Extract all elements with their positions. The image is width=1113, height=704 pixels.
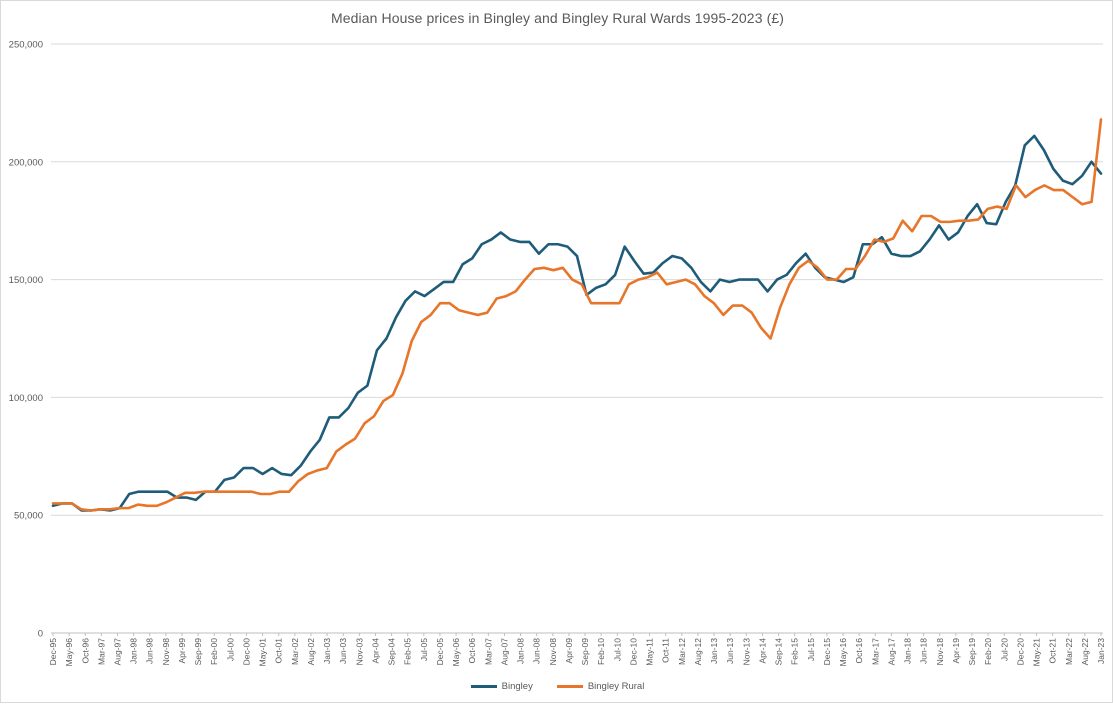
x-tick-label: Sep-09 [580,638,590,666]
legend-label: Bingley Rural [587,681,645,692]
x-tick-label: Dec-20 [1015,638,1025,666]
legend-item-bingley: Bingley [470,681,533,692]
x-tick-label: Oct-01 [274,638,284,664]
x-tick-label: Feb-10 [596,638,606,665]
legend-label: Bingley [501,681,533,692]
legend-item-bingley-rural: Bingley Rural [556,681,645,692]
x-tick-label: Oct-16 [854,638,864,664]
x-tick-label: Oct-96 [80,638,90,664]
x-tick-label: Jan-03 [322,638,332,664]
x-tick-label: Mar-12 [677,638,687,665]
x-tick-label: Apr-14 [757,638,767,664]
x-tick-label: Apr-04 [370,638,380,664]
x-tick-label: Sep-99 [193,638,203,666]
x-tick-label: Jun-98 [145,638,155,664]
x-tick-label: Jan-23 [1096,638,1106,664]
y-tick-label: 50,000 [14,511,43,522]
x-tick-label: Dec-10 [628,638,638,666]
x-tick-label: May-06 [451,638,461,667]
series-line-bingley-rural [51,118,1103,512]
x-tick-label: Feb-20 [983,638,993,665]
x-tick-label: Feb-05 [403,638,413,665]
x-tick-label: Aug-22 [1080,638,1090,666]
x-tick-label: Feb-15 [790,638,800,665]
x-tick-label: May-11 [645,638,655,666]
series-line-bingley [51,134,1103,512]
x-tick-label: Nov-98 [161,638,171,666]
x-tick-label: Mar-22 [1064,638,1074,665]
x-tick-label: Jan-13 [709,638,719,664]
x-tick-label: Nov-08 [548,638,558,666]
x-tick-label: Feb-00 [209,638,219,665]
x-tick-label: Oct-11 [661,638,671,663]
x-tick-label: Sep-04 [387,638,397,666]
x-tick-label: May-21 [1032,638,1042,667]
x-tick-label: Mar-07 [483,638,493,665]
x-tick-label: Nov-13 [741,638,751,666]
x-tick-label: Dec-05 [435,638,445,666]
legend-swatch [556,685,583,688]
x-tick-label: Oct-21 [1048,638,1058,664]
y-axis: 0 50,000 100,000 150,000 200,000 250,000 [9,40,43,640]
legend-swatch [470,685,497,688]
x-tick-label: Mar-02 [290,638,300,665]
x-tick-label: Apr-99 [177,638,187,664]
y-tick-label: 250,000 [9,40,43,51]
x-tick-label: Mar-97 [96,638,106,665]
legend: Bingley Bingley Rural [1,680,1113,692]
x-tick-label: Jan-08 [516,638,526,664]
x-tick-label: Jul-00 [225,638,235,661]
x-tick-label: Apr-19 [951,638,961,664]
x-tick-label: Mar-17 [870,638,880,665]
x-tick-label: Jun-03 [338,638,348,664]
x-tick-label: May-96 [64,638,74,667]
y-tick-label: 200,000 [9,157,43,168]
x-tick-label: Sep-19 [967,638,977,666]
x-tick-label: Aug-97 [112,638,122,666]
gridlines [51,43,1103,634]
x-tick-label: Aug-02 [306,638,316,666]
x-tick-label: Aug-07 [499,638,509,666]
series-lines [51,118,1103,512]
x-tick-label: Aug-17 [886,638,896,666]
x-tick-label: Jan-98 [129,638,139,664]
x-tick-label: Jul-20 [999,638,1009,661]
x-tick-label: Sep-14 [774,638,784,666]
x-tick-label: Jul-10 [612,638,622,661]
x-tick-label: Aug-12 [693,638,703,666]
x-tick-label: Jul-05 [419,638,429,661]
x-tick-label: Nov-18 [935,638,945,666]
x-tick-label: Dec-00 [241,638,251,666]
x-axis: Dec-95 May-96 Oct-96 Mar-97 Aug-97 Jan-98 Jun-… [48,633,1106,666]
x-tick-label: Apr-09 [564,638,574,664]
y-tick-label: 100,000 [9,393,43,404]
y-tick-label: 0 [38,629,43,640]
x-tick-label: Dec-95 [48,638,58,666]
x-tick-label: Jun-08 [532,638,542,664]
x-tick-label: Jun-18 [919,638,929,664]
y-tick-label: 150,000 [9,275,43,286]
chart-title: Median House prices in Bingley and Bingl… [331,10,784,26]
x-tick-label: Jun-13 [725,638,735,664]
x-tick-label: Jan-18 [903,638,913,664]
x-tick-label: Dec-15 [822,638,832,666]
x-tick-label: Oct-06 [467,638,477,664]
x-tick-label: May-01 [258,638,268,667]
x-tick-label: May-16 [838,638,848,667]
x-tick-label: Jul-15 [806,638,816,661]
x-tick-label: Nov-03 [354,638,364,666]
